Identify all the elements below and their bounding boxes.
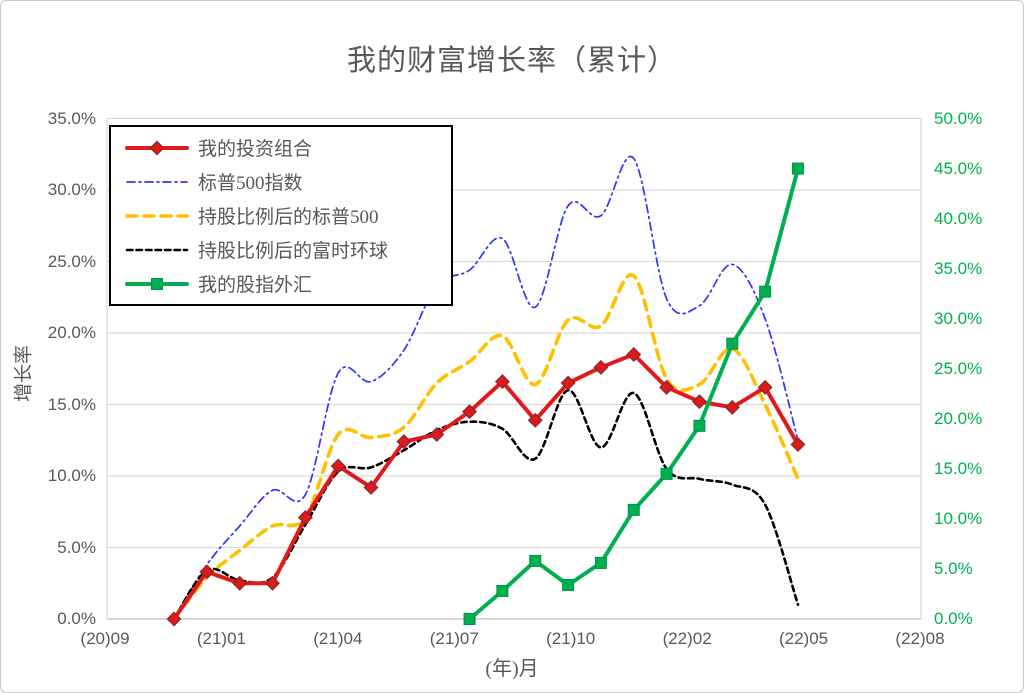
legend-line-sample-forex bbox=[125, 277, 189, 290]
legend-label-sp500: 标普500指数 bbox=[198, 173, 303, 194]
legend: 我的投资组合 标普500指数持股比例后的标普500 持股比例后的富时环球 我的股指外汇 bbox=[109, 125, 453, 306]
x-axis-title: (年)月 bbox=[485, 658, 539, 680]
data-point-marker-portfolio bbox=[396, 434, 412, 450]
y-axis-right-tick-label: 30.0% bbox=[934, 308, 983, 328]
y-axis-right-tick-label: 35.0% bbox=[934, 258, 983, 278]
legend-label-forex: 我的股指外汇 bbox=[198, 275, 313, 296]
data-point-marker-portfolio bbox=[363, 479, 379, 495]
data-point-marker-portfolio bbox=[757, 379, 773, 395]
data-point-marker-portfolio bbox=[527, 412, 543, 428]
series-line-sp500-scaled[interactable] bbox=[172, 273, 800, 621]
legend-marker-portfolio bbox=[149, 140, 165, 155]
x-axis-tick-label: (21)04 bbox=[313, 629, 363, 648]
y-axis-right-tick-label: 45.0% bbox=[934, 158, 983, 178]
y-axis-right-tick-label: 40.0% bbox=[934, 208, 983, 228]
legend-line-sample-sp500-scaled bbox=[125, 213, 189, 218]
series-line-portfolio[interactable] bbox=[172, 352, 800, 621]
data-point-marker-portfolio bbox=[232, 575, 248, 591]
y-axis-left-tick-label: 10.0% bbox=[47, 466, 96, 485]
y-axis-left-tick-label: 35.0% bbox=[47, 108, 96, 128]
data-point-marker-forex bbox=[496, 584, 509, 597]
x-axis-tick-label: (22)05 bbox=[778, 629, 829, 648]
legend-line-sample-ftse-scaled bbox=[125, 248, 189, 251]
data-point-marker-portfolio bbox=[560, 375, 576, 391]
data-point-marker-forex bbox=[562, 578, 575, 591]
legend-line-sample-portfolio bbox=[125, 140, 189, 155]
x-axis-tick-label: (21)01 bbox=[196, 629, 246, 648]
data-point-marker-forex bbox=[463, 613, 476, 625]
legend-label-ftse-scaled: 持股比例后的富时环球 bbox=[198, 241, 389, 262]
data-point-marker-portfolio bbox=[330, 458, 346, 474]
data-point-marker-forex bbox=[693, 419, 706, 432]
legend-label-sp500-scaled: 持股比例后的标普500 bbox=[198, 207, 379, 228]
legend-item-ftse-scaled[interactable]: 持股比例后的富时环球 bbox=[125, 236, 451, 263]
y-axis-right-tick-label: 50.0% bbox=[934, 108, 983, 128]
data-point-marker-portfolio bbox=[462, 404, 478, 420]
x-axis-tick-label: (22)02 bbox=[662, 629, 712, 648]
y-axis-right-tick-label: 25.0% bbox=[934, 358, 983, 378]
data-point-marker-forex bbox=[759, 285, 772, 298]
y-axis-right-tick-label: 0.0% bbox=[934, 609, 973, 628]
y-axis-right-tick-label: 15.0% bbox=[934, 458, 983, 478]
x-axis-tick-label: (21)10 bbox=[546, 629, 596, 648]
legend-label-portfolio: 我的投资组合 bbox=[198, 139, 313, 160]
y-axis-right-tick-label: 5.0% bbox=[934, 558, 973, 578]
y-axis-left-tick-label: 25.0% bbox=[47, 251, 96, 271]
legend-item-portfolio[interactable]: 我的投资组合 bbox=[125, 134, 451, 161]
legend-item-forex[interactable]: 我的股指外汇 bbox=[125, 270, 451, 297]
data-point-marker-portfolio bbox=[626, 346, 642, 362]
data-point-marker-portfolio bbox=[659, 379, 675, 395]
x-axis-tick-label: (21)07 bbox=[429, 629, 479, 648]
y-axis-left-tick-label: 0.0% bbox=[57, 609, 96, 628]
chart-title: 我的财富增长率（累计） bbox=[346, 45, 677, 77]
legend-line-sample-sp500 bbox=[126, 180, 188, 183]
data-point-marker-portfolio bbox=[593, 359, 609, 375]
data-point-marker-forex bbox=[726, 337, 739, 350]
x-axis-tick-label: (20)09 bbox=[80, 629, 130, 648]
data-point-marker-portfolio bbox=[790, 437, 806, 453]
y-axis-left-tick-label: 20.0% bbox=[47, 323, 96, 342]
data-point-marker-portfolio bbox=[429, 427, 445, 443]
data-point-marker-portfolio bbox=[166, 611, 182, 627]
data-point-marker-forex bbox=[791, 162, 804, 175]
data-point-marker-portfolio bbox=[199, 564, 215, 580]
data-point-marker-forex bbox=[594, 556, 607, 569]
data-point-marker-forex bbox=[529, 554, 542, 567]
series-line-sp500[interactable] bbox=[173, 155, 799, 620]
data-point-marker-forex bbox=[660, 467, 673, 480]
data-point-marker-portfolio bbox=[265, 575, 281, 591]
x-axis-tick-label: (22)08 bbox=[895, 629, 945, 648]
data-point-marker-portfolio bbox=[724, 399, 740, 415]
data-point-marker-forex bbox=[627, 503, 640, 516]
y-axis-right-tick-label: 10.0% bbox=[934, 508, 983, 528]
y-axis-right-tick-label: 20.0% bbox=[934, 408, 983, 428]
legend-item-sp500-scaled[interactable]: 持股比例后的标普500 bbox=[125, 202, 451, 229]
y-axis-left-tick-label: 5.0% bbox=[57, 537, 96, 557]
legend-marker-forex bbox=[151, 277, 163, 290]
data-point-marker-portfolio bbox=[297, 509, 313, 525]
data-point-marker-portfolio bbox=[691, 394, 707, 410]
y-axis-left-tick-label: 30.0% bbox=[47, 180, 96, 199]
legend-item-sp500[interactable]: 标普500指数 bbox=[125, 168, 451, 195]
y-axis-left-tick-label: 15.0% bbox=[47, 394, 96, 414]
data-point-marker-portfolio bbox=[494, 374, 510, 390]
